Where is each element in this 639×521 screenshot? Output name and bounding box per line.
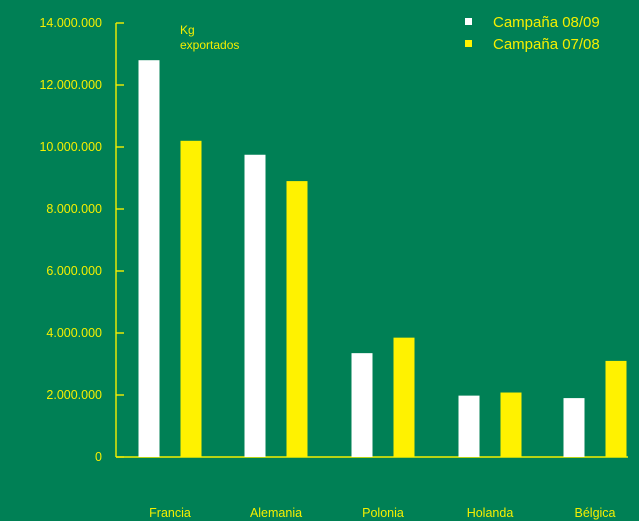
y-tick-label: 10.000.000 xyxy=(39,140,102,154)
bar-francia-series-1 xyxy=(138,60,160,457)
legend-swatch-2 xyxy=(465,40,472,47)
y-tick-label: 6.000.000 xyxy=(46,264,102,278)
bar-blgica-series-2 xyxy=(605,360,627,457)
bar-alemania-series-1 xyxy=(244,154,266,457)
y-tick-label: 2.000.000 xyxy=(46,388,102,402)
y-unit-label: exportados xyxy=(180,38,239,52)
bar-alemania-series-2 xyxy=(286,181,308,457)
bar-polonia-series-1 xyxy=(351,353,373,457)
legend: Campaña 08/09 Campaña 07/08 xyxy=(465,14,600,53)
y-tick-label: 14.000.000 xyxy=(39,16,102,30)
category-label: Bélgica xyxy=(575,506,616,520)
category-label: Holanda xyxy=(467,506,514,520)
bar-holanda-series-2 xyxy=(500,392,522,457)
labels: Francia Alemania Polonia Holanda Bélgica 0 2.0… xyxy=(39,16,615,520)
y-tick-label: 8.000.000 xyxy=(46,202,102,216)
bars xyxy=(138,60,627,458)
y-tick-label: 12.000.000 xyxy=(39,78,102,92)
bar-blgica-series-1 xyxy=(563,398,585,457)
category-label: Polonia xyxy=(362,506,404,520)
y-unit-label: Kg xyxy=(180,23,195,37)
legend-label-2: Campaña 07/08 xyxy=(493,36,600,53)
y-tick-label: 0 xyxy=(95,450,102,464)
bar-holanda-series-1 xyxy=(458,395,480,457)
legend-label-1: Campaña 08/09 xyxy=(493,14,600,31)
bar-polonia-series-2 xyxy=(393,337,415,457)
legend-swatch-1 xyxy=(465,18,472,25)
y-tick-label: 4.000.000 xyxy=(46,326,102,340)
category-label: Alemania xyxy=(250,506,302,520)
bar-francia-series-2 xyxy=(180,140,202,458)
category-label: Francia xyxy=(149,506,191,520)
